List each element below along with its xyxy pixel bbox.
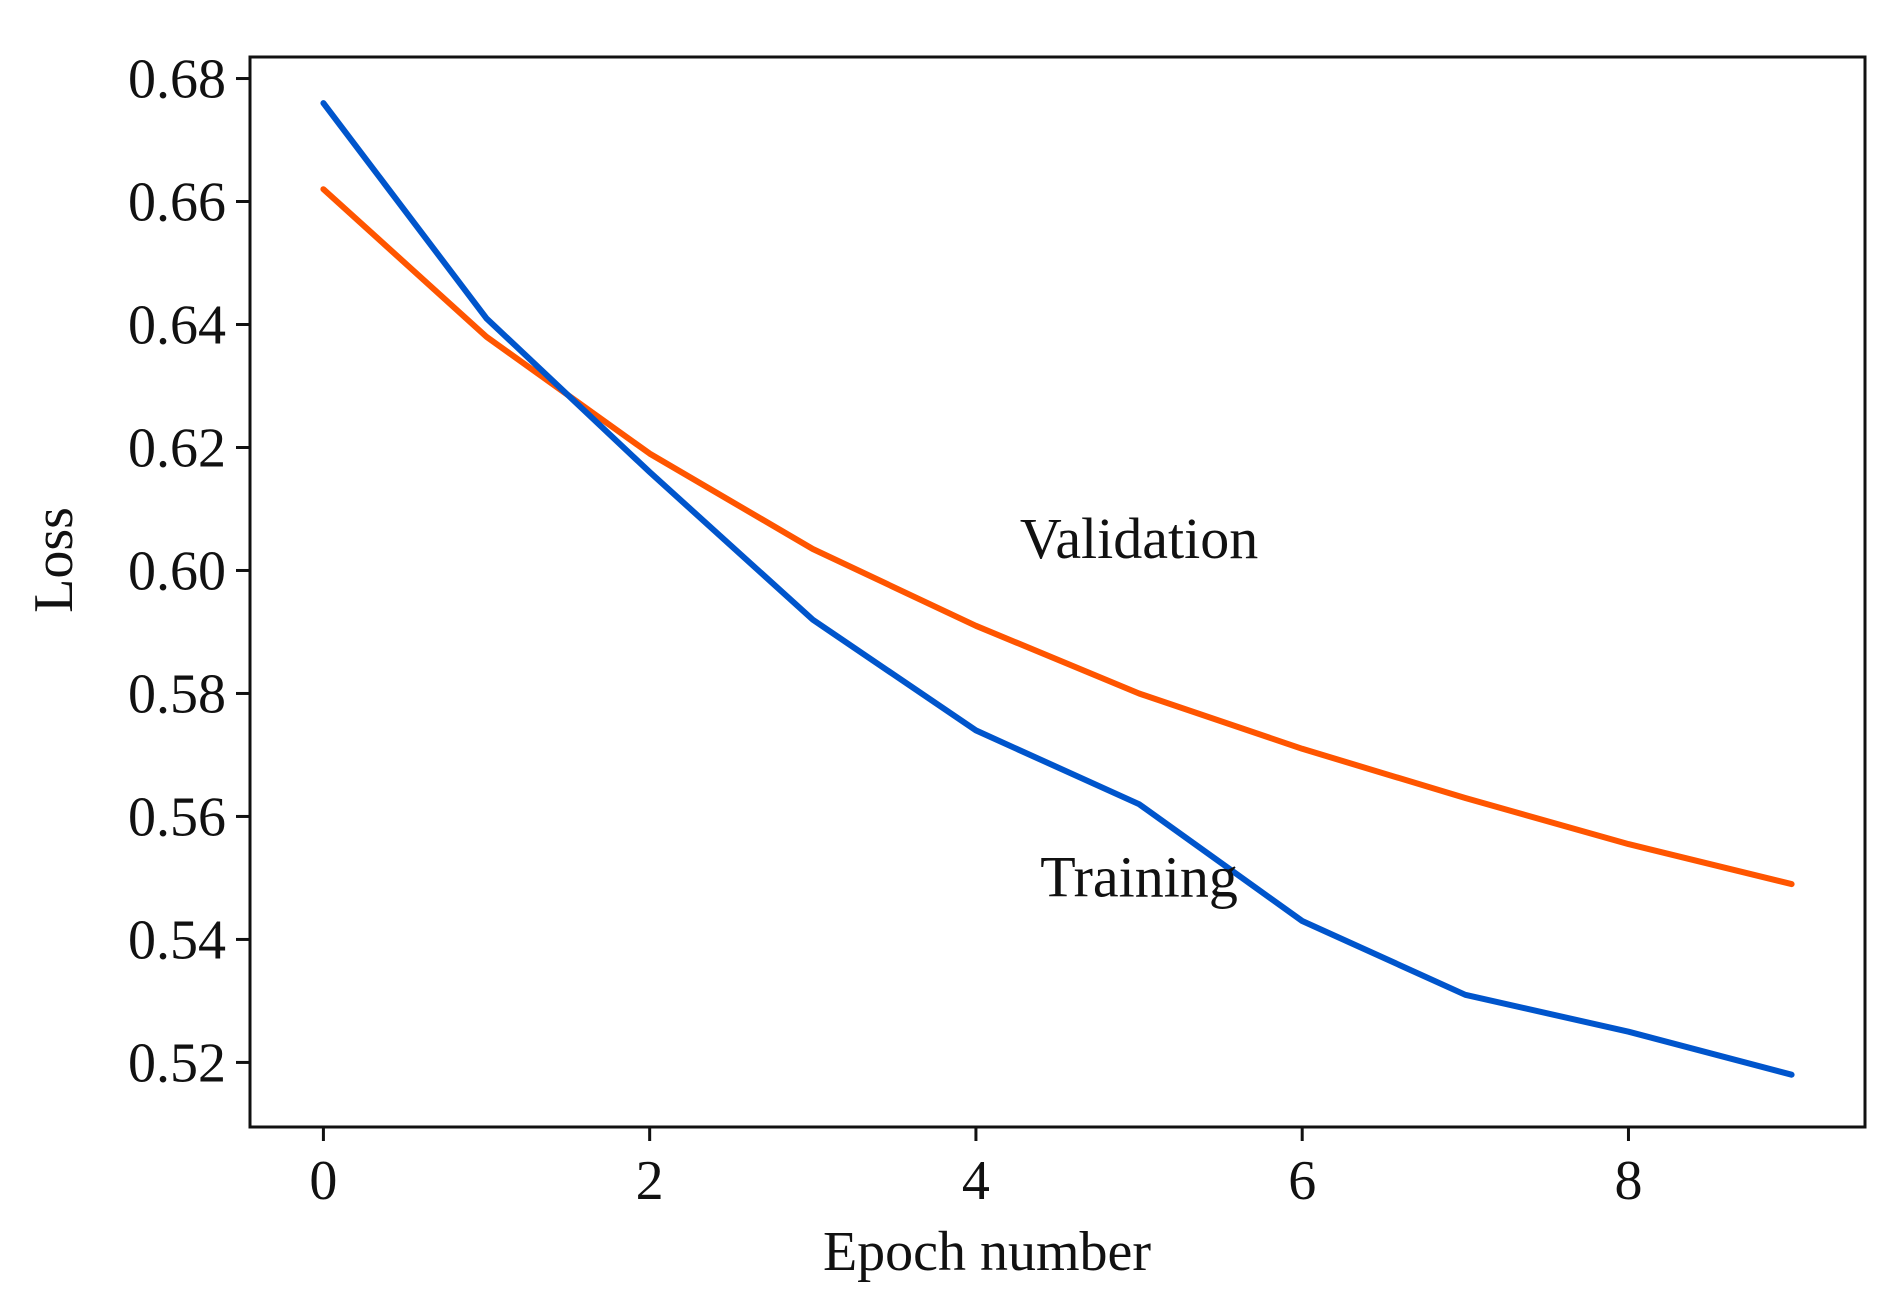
y-axis-ticks: 0.52 0.54 0.56 0.58 0.60 0.62 0.64 0.66 0.68	[128, 49, 250, 1094]
y-tick-label: 0.56	[128, 786, 226, 848]
y-tick-label: 0.58	[128, 663, 226, 725]
y-tick-label: 0.52	[128, 1032, 226, 1094]
y-tick-label: 0.66	[128, 172, 226, 234]
annotation-training: Training	[1040, 844, 1238, 909]
x-axis-title: Epoch number	[823, 1221, 1151, 1283]
y-tick-label: 0.64	[128, 295, 226, 357]
y-tick-label: 0.60	[128, 540, 226, 602]
plot-frame	[248, 55, 1867, 1129]
x-tick-label: 6	[1288, 1150, 1316, 1212]
series-annotations: Validation Training	[1020, 506, 1258, 909]
x-axis-ticks: 0 2 4 6 8	[309, 1127, 1642, 1212]
y-tick-label: 0.54	[128, 909, 226, 971]
x-tick-label: 4	[962, 1150, 990, 1212]
y-tick-label: 0.62	[128, 417, 226, 479]
x-tick-label: 2	[636, 1150, 664, 1212]
y-tick-label: 0.68	[128, 49, 226, 111]
series-lines	[320, 100, 1795, 1078]
x-tick-label: 8	[1614, 1150, 1642, 1212]
x-tick-label: 0	[309, 1150, 337, 1212]
annotation-validation: Validation	[1020, 506, 1258, 571]
y-axis-title: Loss	[23, 507, 85, 613]
series-line-training	[320, 100, 1795, 1078]
